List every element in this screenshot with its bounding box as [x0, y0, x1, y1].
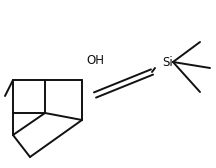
Text: Si: Si: [163, 55, 173, 69]
Text: OH: OH: [86, 53, 104, 67]
